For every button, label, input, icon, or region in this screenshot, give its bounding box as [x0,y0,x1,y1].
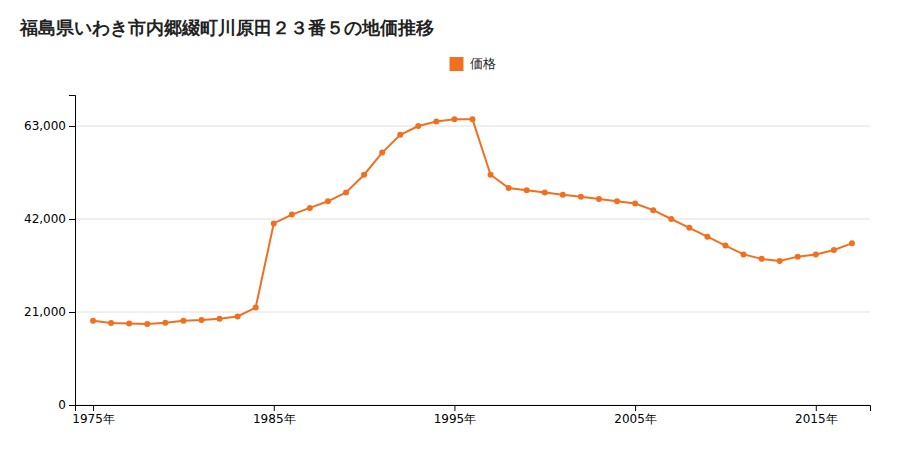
tick: 2005年 [614,405,657,426]
point-marker [144,321,150,327]
point-marker [108,320,114,326]
tick: 63,000 [24,119,75,133]
grid-line [75,126,870,127]
point-marker [433,119,439,125]
plot-area: 1975年 1985年 1995年 2005年 2015年 0 21,000 42,000 63… [24,96,871,426]
point-marker [650,207,656,213]
axis-line [69,96,76,406]
point-marker [397,132,403,138]
tick: 1985年 [253,405,296,426]
tick-label: 0 [58,398,66,412]
tick-mark [69,126,75,127]
point-marker [560,192,566,198]
point-marker [180,318,186,324]
chart-container: 福島県いわき市内郷綴町川原田２３番５の地価推移 1975年 1985年 1995年 20… [0,0,900,450]
tick: 1975年 [72,405,115,426]
point-marker [686,225,692,231]
tick: 42,000 [24,212,75,226]
point-marker [741,251,747,257]
chart-title: 福島県いわき市内郷綴町川原田２３番５の地価推移 [19,17,434,38]
axis-line [76,406,871,412]
point-marker [126,321,132,327]
tick-mark [454,405,455,411]
point-marker [813,251,819,257]
point-marker [235,313,241,319]
chart-svg: 福島県いわき市内郷綴町川原田２３番５の地価推移 1975年 1985年 1995年 20… [0,0,900,450]
series-line [93,119,852,324]
tick: 21,000 [24,305,75,319]
point-marker [343,189,349,195]
tick-label: 63,000 [24,119,66,133]
point-marker [307,205,313,211]
tick-label: 2015年 [795,412,838,426]
legend-swatch [450,57,464,71]
point-marker [488,172,494,178]
point-marker [379,150,385,156]
y-axis: 0 21,000 42,000 63,000 [24,96,76,413]
tick-mark [93,405,94,411]
point-marker [704,234,710,240]
point-marker [777,258,783,264]
grid-line [75,312,870,313]
point-marker [668,216,674,222]
tick-label: 2005年 [614,412,657,426]
tick: 1995年 [434,405,477,426]
legend-item: 価格 [450,56,496,71]
point-marker [722,243,728,249]
point-marker [162,320,168,326]
point-marker [596,196,602,202]
tick: 0 [58,398,75,412]
tick-mark [69,312,75,313]
tick-mark [69,219,75,220]
point-marker [451,116,457,122]
point-marker [506,185,512,191]
point-marker [614,198,620,204]
point-marker [578,194,584,200]
tick-label: 1985年 [253,412,296,426]
point-marker [253,305,259,311]
data-layer [90,116,855,327]
tick-label: 42,000 [24,212,66,226]
point-marker [632,201,638,207]
point-marker [542,189,548,195]
point-marker [325,198,331,204]
point-marker [361,172,367,178]
tick-label: 1975年 [72,412,115,426]
tick: 2015年 [795,405,838,426]
tick-mark [635,405,636,411]
point-marker [470,116,476,122]
grid-line [75,219,870,220]
point-marker [217,316,223,322]
point-marker [289,212,295,218]
point-marker [759,256,765,262]
tick-label: 1995年 [434,412,477,426]
tick-mark [816,405,817,411]
legend-label: 価格 [470,56,496,71]
point-marker [271,220,277,226]
point-marker [90,318,96,324]
tick-label: 21,000 [24,305,66,319]
tick-mark [274,405,275,411]
point-marker [524,187,530,193]
point-marker [849,240,855,246]
point-marker [795,254,801,260]
legend: 価格 [450,56,496,71]
x-axis: 1975年 1985年 1995年 2005年 2015年 [72,405,870,426]
grid [75,126,870,405]
point-marker [831,247,837,253]
point-marker [415,123,421,129]
point-marker [198,317,204,323]
tick-mark [69,405,75,406]
